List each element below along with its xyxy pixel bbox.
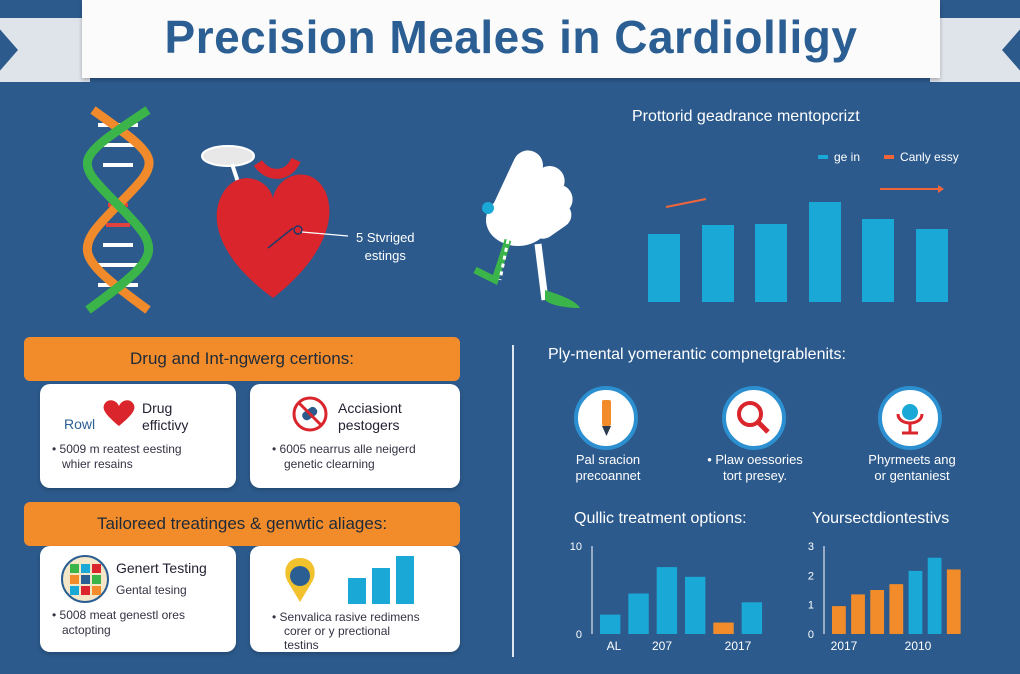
chart-bar bbox=[927, 557, 942, 634]
card-bullet-line1: • 5009 m reatest eesting bbox=[52, 442, 182, 456]
x-tick-label: 2010 bbox=[905, 639, 932, 653]
chart-bar bbox=[628, 593, 649, 634]
chart-bar bbox=[713, 622, 734, 634]
card-bullet-line3: testins bbox=[284, 638, 319, 652]
glove-icon bbox=[473, 150, 580, 308]
section-header-drug-interactions: Drug and Int-ngwerg certions: bbox=[24, 337, 460, 381]
caption-1-line2: precoannet bbox=[575, 468, 641, 483]
y-tick-label: 0 bbox=[576, 629, 582, 641]
section-divider bbox=[512, 345, 514, 657]
caption-1: Pal sracion precoannet bbox=[552, 452, 664, 484]
legend-label-1: ge in bbox=[834, 150, 861, 164]
chart-bar bbox=[832, 606, 846, 634]
top-chart-bar bbox=[755, 223, 787, 302]
chart-bar bbox=[908, 570, 923, 634]
caption-2: • Plaw oessories tort presey. bbox=[694, 452, 816, 484]
y-tick-label: 0 bbox=[808, 629, 814, 641]
heart-label: 5 Stvriged estings bbox=[356, 229, 415, 265]
x-tick-label: 2017 bbox=[831, 639, 858, 653]
chart-bar bbox=[889, 584, 904, 634]
x-tick-label: 2017 bbox=[725, 639, 752, 653]
top-chart-title: Prottorid geadrance mentopcrizt bbox=[632, 108, 860, 125]
card-title-line2: effictivy bbox=[142, 417, 189, 433]
card-title-line1: Genert Testing bbox=[116, 560, 207, 576]
card-title-line2: pestogers bbox=[338, 417, 400, 433]
section-header-tailored-treatments: Tailoreed treatinges & genwtic aliages: bbox=[24, 502, 460, 546]
top-chart-legend: ge in Canly essy bbox=[818, 150, 959, 164]
caption-2-line1: • Plaw oessories bbox=[707, 452, 803, 467]
card-bullet-line2: whier resains bbox=[62, 457, 133, 471]
chart-svg: 10 0 AL 207 2017 bbox=[570, 541, 763, 653]
card-bullet-line1: • 5008 meat genestl ores bbox=[52, 608, 185, 622]
card-bullet-line1: • Senvalica rasive redimens bbox=[272, 610, 420, 624]
microscope-circle bbox=[878, 386, 942, 450]
y-tick-label: 1 bbox=[808, 600, 814, 612]
second-options-chart: 3 2 1 0 2017 2010 bbox=[808, 538, 968, 656]
top-chart-bar bbox=[915, 228, 948, 302]
card-drug-efficacy[interactable]: Rowl Drug effictivy • 5009 m reatest ees… bbox=[40, 384, 236, 488]
magnifier-circle bbox=[722, 386, 786, 450]
chart-bar bbox=[870, 590, 885, 634]
card-bullet-line2: actopting bbox=[62, 623, 111, 637]
bar-chart-icon bbox=[285, 556, 414, 604]
y-tick-label: 10 bbox=[570, 541, 582, 553]
caption-2-line2: tort presey. bbox=[722, 468, 788, 483]
card-personalized-regimens[interactable]: • Senvalica rasive redimens corer or y p… bbox=[250, 546, 460, 652]
chart-bar bbox=[656, 567, 678, 634]
legend-swatch-orange bbox=[884, 155, 895, 159]
pencil-circle bbox=[574, 386, 638, 450]
magnifier-icon bbox=[737, 401, 770, 434]
chart-bar bbox=[741, 602, 763, 634]
heart-label-line1: 5 Stvriged bbox=[356, 230, 415, 245]
genome-grid-icon bbox=[61, 555, 109, 603]
heart-label-line2: estings bbox=[364, 248, 406, 263]
heart-icon bbox=[103, 400, 135, 426]
legend-label-2: Canly essy bbox=[900, 150, 959, 164]
caption-3: Phyrmeets ang or gentaniest bbox=[852, 452, 972, 484]
card-bullet-line2: genetic clearning bbox=[284, 457, 375, 471]
chart-bar bbox=[946, 569, 961, 634]
card-title-line1: Drug bbox=[142, 400, 173, 416]
card-title-line1: Acciasiont bbox=[338, 400, 402, 416]
y-tick-label: 3 bbox=[808, 541, 814, 553]
page-title: Precision Meales in Cardiolligy bbox=[164, 11, 858, 63]
chart-bar bbox=[685, 576, 706, 634]
card-title-line2: Gental tesing bbox=[116, 583, 187, 597]
right-section-header: Ply-mental yomerantic compnetgrablenits: bbox=[548, 346, 846, 363]
card-bullet-line2: corer or y prectional bbox=[284, 624, 391, 638]
chart-bar bbox=[851, 594, 865, 634]
caption-1-line1: Pal sracion bbox=[575, 452, 641, 467]
y-tick-label: 2 bbox=[808, 570, 814, 582]
top-chart-bar bbox=[648, 233, 680, 302]
treatment-options-chart: 10 0 AL 207 2017 bbox=[562, 538, 772, 656]
legend-swatch-blue bbox=[818, 155, 828, 159]
title-banner: Precision Meales in Cardiolligy bbox=[82, 0, 940, 78]
banner-right-tail bbox=[930, 18, 1020, 82]
microscope-icon bbox=[896, 404, 924, 435]
chart-3-title: Yoursectdiontestivs bbox=[812, 510, 950, 527]
banner-left-tail bbox=[0, 18, 90, 82]
chart-2-title: Qullic treatment options: bbox=[574, 510, 747, 527]
x-tick-label: 207 bbox=[652, 639, 672, 653]
card-adverse-reactions[interactable]: Acciasiont pestogers • 6005 nearrus alle… bbox=[250, 384, 460, 488]
card-icon-text: Rowl bbox=[64, 416, 96, 432]
pencil-icon bbox=[602, 400, 611, 436]
top-chart-trend-lines bbox=[665, 185, 944, 208]
dna-helix-icon bbox=[82, 106, 154, 314]
x-tick-label: AL bbox=[607, 639, 622, 653]
no-drugs-icon bbox=[292, 396, 328, 432]
caption-3-line2: or gentaniest bbox=[874, 468, 950, 483]
top-chart-bar bbox=[701, 224, 734, 302]
heart-icon bbox=[201, 145, 348, 298]
top-bar-chart bbox=[648, 175, 958, 302]
card-genetic-testing[interactable]: Genert Testing Gental tesing • 5008 meat… bbox=[40, 546, 236, 652]
top-chart-bar bbox=[808, 202, 841, 302]
caption-3-line1: Phyrmeets ang bbox=[868, 452, 956, 467]
top-chart-bar bbox=[862, 218, 894, 302]
chart-bar bbox=[600, 614, 621, 634]
card-bullet-line1: • 6005 nearrus alle neigerd bbox=[272, 442, 416, 456]
chart-svg: 3 2 1 0 2017 2010 bbox=[808, 541, 961, 653]
